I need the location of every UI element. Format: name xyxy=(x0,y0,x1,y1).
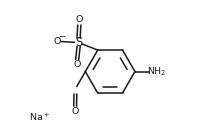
Text: O: O xyxy=(76,15,83,24)
Text: NH$_2$: NH$_2$ xyxy=(147,65,167,78)
Text: O: O xyxy=(71,107,79,116)
Text: −: − xyxy=(58,32,66,41)
Text: S: S xyxy=(75,36,82,49)
Text: O: O xyxy=(73,60,81,69)
Text: Na$^+$: Na$^+$ xyxy=(29,112,50,124)
Text: O: O xyxy=(54,37,61,46)
